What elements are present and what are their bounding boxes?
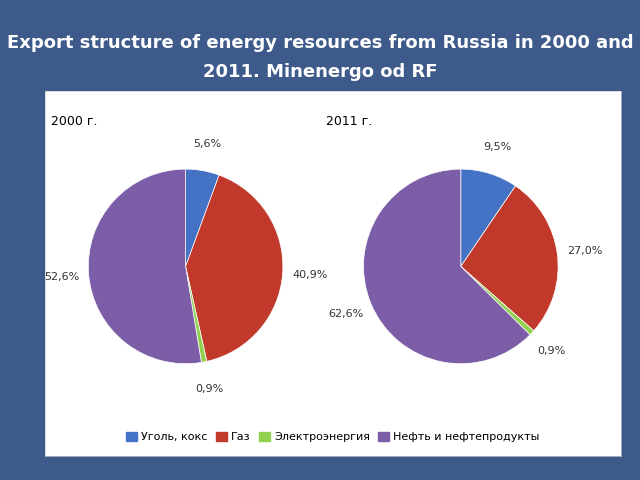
Wedge shape	[186, 175, 283, 361]
Text: 9,5%: 9,5%	[483, 143, 511, 152]
Text: 0,9%: 0,9%	[195, 384, 223, 394]
Text: 27,0%: 27,0%	[566, 246, 602, 256]
Text: 2000 г.: 2000 г.	[51, 115, 98, 128]
Wedge shape	[461, 186, 558, 331]
Text: 62,6%: 62,6%	[328, 310, 364, 319]
Wedge shape	[364, 169, 530, 364]
Text: 2011 г.: 2011 г.	[326, 115, 372, 128]
Text: 40,9%: 40,9%	[292, 270, 328, 280]
Wedge shape	[461, 266, 534, 335]
Text: 0,9%: 0,9%	[538, 347, 566, 356]
Legend: Уголь, кокс, Газ, Электроэнергия, Нефть и нефтепродукты: Уголь, кокс, Газ, Электроэнергия, Нефть …	[122, 428, 544, 447]
Wedge shape	[461, 169, 515, 266]
Text: Export structure of energy resources from Russia in 2000 and: Export structure of energy resources fro…	[6, 34, 634, 52]
Wedge shape	[186, 169, 219, 266]
Text: 5,6%: 5,6%	[193, 139, 221, 149]
Wedge shape	[186, 266, 207, 362]
Text: 2011. Minenergo od RF: 2011. Minenergo od RF	[203, 63, 437, 81]
Text: 52,6%: 52,6%	[44, 272, 79, 282]
Wedge shape	[88, 169, 202, 364]
